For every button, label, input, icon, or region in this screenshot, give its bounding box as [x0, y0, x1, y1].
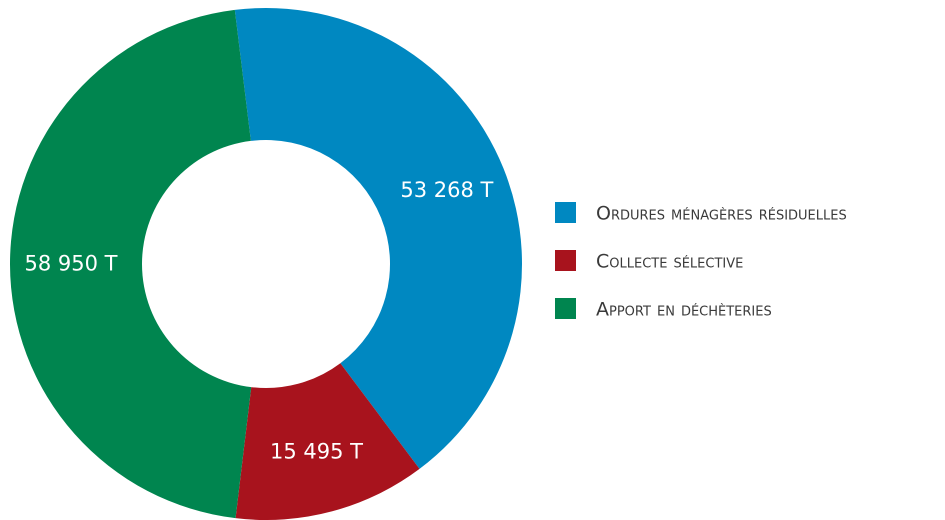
donut-slice	[235, 363, 420, 520]
donut-slice	[9, 9, 252, 519]
legend-swatch	[555, 298, 576, 319]
value-label: 58 950 T	[25, 251, 118, 275]
value-label: 15 495 T	[270, 439, 363, 463]
legend-swatch	[555, 250, 576, 271]
legend-label: Ordures ménagères résiduelles	[596, 203, 847, 225]
legend-label: Collecte sélective	[596, 251, 743, 273]
legend-label: Apport en déchèteries	[596, 299, 772, 321]
value-label: 53 268 T	[400, 178, 493, 202]
donut-slice	[234, 8, 522, 469]
legend-swatch	[555, 202, 576, 223]
